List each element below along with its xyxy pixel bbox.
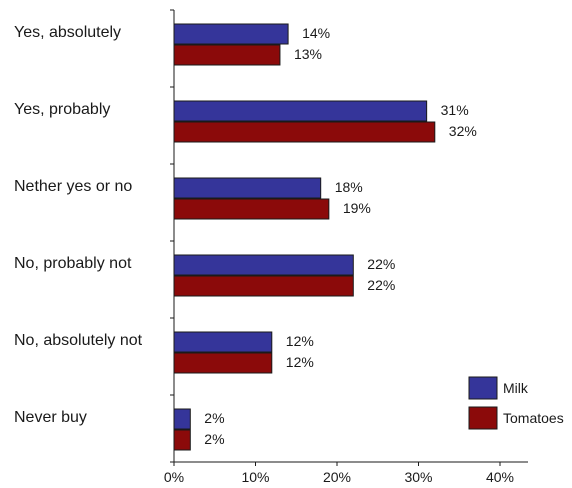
legend-label: Milk (503, 380, 529, 396)
bar-milk (173, 23, 289, 45)
data-label: 14% (302, 25, 330, 41)
data-label: 12% (286, 333, 314, 349)
x-tick-label: 40% (486, 469, 514, 485)
x-tick-label: 30% (404, 469, 432, 485)
category-label: Yes, probably (14, 101, 110, 118)
category-label: Nether yes or no (14, 178, 132, 195)
x-tick-label: 10% (241, 469, 269, 485)
category-label: No, absolutely not (14, 332, 143, 349)
data-label: 12% (286, 354, 314, 370)
axis-layer (170, 9, 528, 466)
category-label: Never buy (14, 409, 87, 426)
data-label: 31% (441, 102, 469, 118)
bars-layer (173, 23, 436, 451)
data-label: 19% (343, 200, 371, 216)
bar-tomatoes (173, 275, 354, 297)
category-label: No, probably not (14, 255, 132, 272)
data-label: 2% (204, 431, 224, 447)
x-tick-label: 20% (323, 469, 351, 485)
data-label: 32% (449, 123, 477, 139)
data-label: 22% (367, 256, 395, 272)
data-label: 13% (294, 46, 322, 62)
labels-layer: Yes, absolutely 14% 13% Yes, probably 31% 32%… (14, 24, 514, 485)
data-label: 2% (204, 410, 224, 426)
category-label: Yes, absolutely (14, 24, 121, 41)
x-tick-label: 0% (164, 469, 184, 485)
data-label: 18% (335, 179, 363, 195)
bar-tomatoes (173, 44, 281, 66)
bar-milk (173, 331, 273, 353)
bar-milk (173, 254, 354, 276)
legend: Milk Tomatoes (468, 376, 564, 430)
bar-tomatoes (173, 121, 436, 143)
bar-tomatoes (173, 429, 191, 451)
bar-tomatoes (173, 198, 330, 220)
legend-swatch-tomatoes (468, 406, 498, 430)
legend-label: Tomatoes (503, 410, 564, 426)
bar-milk (173, 177, 322, 199)
bar-milk (173, 100, 428, 122)
bar-milk (173, 408, 191, 430)
bar-tomatoes (173, 352, 273, 374)
legend-swatch-milk (468, 376, 498, 400)
data-label: 22% (367, 277, 395, 293)
